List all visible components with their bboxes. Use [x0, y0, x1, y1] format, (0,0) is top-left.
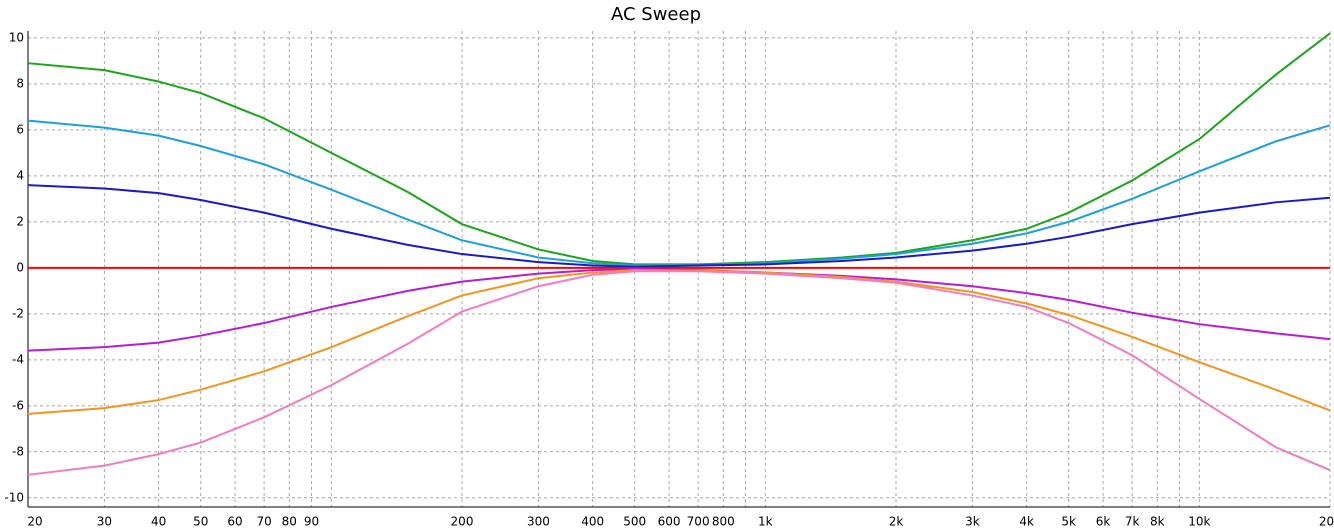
x-tick-label: 80	[282, 515, 297, 529]
x-tick-label: 5k	[1061, 515, 1076, 529]
x-tick-label: 60	[227, 515, 242, 529]
x-tick-label: 70	[256, 515, 271, 529]
x-tick-label: 3k	[965, 515, 980, 529]
x-tick-label: 90	[304, 515, 319, 529]
curve	[27, 269, 1331, 415]
x-tick-label: 6k	[1096, 515, 1111, 529]
y-tick-label: -2	[12, 306, 24, 320]
y-tick-label: -10	[4, 490, 24, 504]
x-tick-label: 400	[581, 515, 604, 529]
y-tick-label: 2	[16, 214, 24, 228]
x-tick-label: 10k	[1188, 515, 1210, 529]
x-tick-label: 500	[623, 515, 646, 529]
curve	[27, 119, 1331, 267]
x-tick-label: 40	[151, 515, 166, 529]
x-tick-label: 20	[27, 515, 42, 529]
x-tick-label: 7k	[1125, 515, 1140, 529]
x-tick-label: 8k	[1150, 515, 1165, 529]
y-tick-label: -8	[12, 444, 24, 458]
x-tick-label: 4k	[1019, 515, 1034, 529]
x-tick-label: 30	[97, 515, 112, 529]
y-tick-label: 0	[16, 260, 24, 274]
x-tick-label: 200	[451, 515, 474, 529]
y-tick-label: 10	[9, 30, 24, 44]
y-tick-label: -6	[12, 398, 24, 412]
curve	[27, 184, 1331, 268]
x-tick-label: 20k	[1319, 515, 1334, 529]
chart-title: AC Sweep	[611, 4, 701, 25]
x-tick-label: 800	[712, 515, 735, 529]
x-tick-label: 50	[193, 515, 208, 529]
x-tick-label: 300	[527, 515, 550, 529]
x-tick-label: 700	[687, 515, 710, 529]
y-tick-label: 4	[16, 168, 24, 182]
curve	[27, 270, 1331, 476]
curve	[27, 32, 1331, 266]
x-tick-label: 1k	[758, 515, 773, 529]
y-tick-label: -4	[12, 352, 24, 366]
y-tick-label: 8	[16, 76, 24, 90]
x-tick-label: 600	[658, 515, 681, 529]
x-tick-label: 2k	[889, 515, 904, 529]
y-tick-label: 6	[16, 122, 24, 136]
